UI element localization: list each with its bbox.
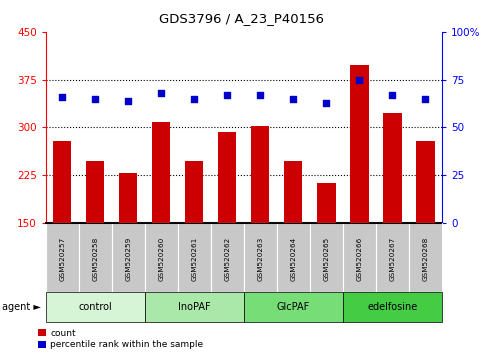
Point	[388, 92, 396, 98]
Bar	[350, 65, 369, 223]
Bar	[310, 223, 343, 292]
Point	[323, 100, 330, 105]
Bar	[343, 223, 376, 292]
Text: GSM520258: GSM520258	[92, 237, 99, 281]
Bar	[145, 223, 178, 292]
Point	[422, 96, 429, 102]
Bar	[416, 142, 435, 223]
Bar	[317, 183, 336, 223]
Text: edelfosine: edelfosine	[367, 302, 418, 312]
Text: InoPAF: InoPAF	[178, 302, 211, 312]
Text: GSM520260: GSM520260	[158, 237, 164, 281]
Text: GlcPAF: GlcPAF	[277, 302, 310, 312]
Legend: count, percentile rank within the sample: count, percentile rank within the sample	[38, 329, 203, 349]
Bar	[251, 126, 270, 223]
Point	[58, 94, 66, 100]
Text: GSM520257: GSM520257	[59, 237, 65, 281]
Bar	[178, 223, 211, 292]
Point	[355, 77, 363, 82]
Bar	[343, 292, 442, 322]
Bar	[244, 292, 343, 322]
Text: agent ►: agent ►	[2, 302, 41, 312]
Point	[256, 92, 264, 98]
Bar	[152, 122, 170, 223]
Bar	[112, 223, 145, 292]
Point	[157, 90, 165, 96]
Bar	[244, 223, 277, 292]
Text: GSM520261: GSM520261	[191, 237, 198, 281]
Text: GSM520263: GSM520263	[257, 237, 263, 281]
Bar	[376, 223, 409, 292]
Bar	[46, 292, 145, 322]
Text: control: control	[79, 302, 112, 312]
Text: GSM520267: GSM520267	[389, 237, 396, 281]
Bar	[79, 223, 112, 292]
Text: GSM520264: GSM520264	[290, 237, 297, 281]
Point	[289, 96, 297, 102]
Point	[125, 98, 132, 103]
Point	[190, 96, 198, 102]
Bar	[284, 161, 302, 223]
Bar	[145, 292, 244, 322]
Bar	[46, 223, 79, 292]
Text: GSM520262: GSM520262	[225, 237, 230, 281]
Text: GSM520265: GSM520265	[324, 237, 329, 281]
Bar	[185, 161, 203, 223]
Bar	[277, 223, 310, 292]
Text: GSM520259: GSM520259	[126, 237, 131, 281]
Bar	[218, 132, 237, 223]
Text: GSM520266: GSM520266	[356, 237, 362, 281]
Bar	[86, 161, 104, 223]
Bar	[53, 142, 71, 223]
Point	[91, 96, 99, 102]
Point	[224, 92, 231, 98]
Text: GDS3796 / A_23_P40156: GDS3796 / A_23_P40156	[159, 12, 324, 25]
Bar	[211, 223, 244, 292]
Bar	[119, 173, 138, 223]
Text: GSM520268: GSM520268	[423, 237, 428, 281]
Bar	[409, 223, 442, 292]
Bar	[384, 113, 401, 223]
